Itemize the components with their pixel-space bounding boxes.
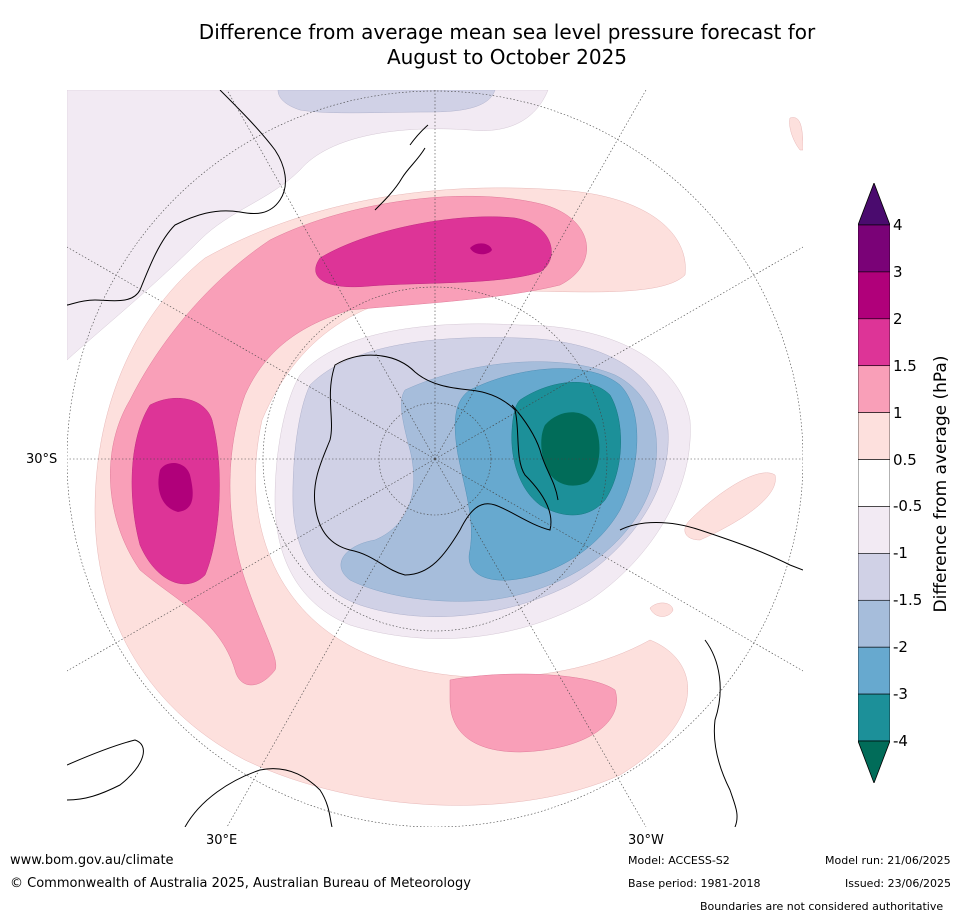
antarctic-peninsula	[511, 404, 559, 501]
lon-label-30e: 30°E	[206, 833, 238, 848]
anomaly-pos-2-pacific	[470, 243, 492, 255]
colorbar-bin	[858, 693, 890, 742]
colorbar-tick-label: 0.5	[893, 450, 917, 469]
colorbar-bin	[858, 271, 890, 320]
anomaly-neg-0.5-north	[67, 90, 549, 361]
graticule	[67, 90, 803, 827]
colorbar-tick-label: -2	[893, 638, 908, 657]
colorbar-tick-label: -0.5	[893, 497, 923, 516]
colorbar-extend-bottom	[858, 740, 890, 783]
antarctica-outline	[313, 354, 552, 576]
colorbar-bin	[858, 646, 890, 695]
colorbar-bin	[858, 412, 890, 460]
anomaly-pos-0.5-small	[649, 602, 674, 617]
colorbar-tick-label: -1.5	[893, 591, 923, 610]
copyright-text: © Commonwealth of Australia 2025, Austra…	[10, 876, 471, 891]
colorbar-tick-label: -3	[893, 685, 908, 704]
colorbar-bin	[858, 506, 890, 554]
title-line-1: Difference from average mean sea level p…	[198, 20, 816, 44]
colorbar-bin	[858, 318, 890, 367]
lat-label-30s: 30°S	[26, 452, 58, 467]
colorbar-bin	[858, 459, 890, 507]
website-link[interactable]: www.bom.gov.au/climate	[10, 853, 174, 868]
base-period: Base period: 1981-2018	[628, 877, 761, 890]
anomaly-neg-1-north	[277, 90, 496, 114]
africa-outline	[67, 739, 333, 827]
lon-label-30w: 30°W	[628, 833, 664, 848]
colorbar-tick-label: 2	[893, 309, 903, 328]
colorbar-bin	[858, 599, 890, 648]
title-line-2: August to October 2025	[386, 45, 628, 69]
polar-map	[67, 90, 803, 827]
colorbar-bin	[858, 365, 890, 413]
model-run-date: Model run: 21/06/2025	[825, 854, 951, 867]
boundaries-disclaimer: Boundaries are not considered authoritat…	[700, 900, 944, 913]
anomaly-pos-0.5-ne	[789, 117, 803, 151]
colorbar-bin	[858, 224, 890, 273]
colorbar-tick-label: 4	[893, 216, 903, 234]
colorbar-bin	[858, 553, 890, 601]
colorbar-extend-top	[858, 183, 890, 226]
anomaly-neg-4	[541, 412, 600, 486]
model-name: Model: ACCESS-S2	[628, 854, 730, 867]
anomaly-pos-1	[110, 195, 587, 686]
colorbar-tick-label: 3	[893, 262, 903, 281]
anomaly-pos-1.5-pacific	[315, 216, 552, 288]
anomaly-pos-1-south	[449, 673, 617, 753]
colorbar-tick-label: -4	[893, 732, 908, 750]
issued-date: Issued: 23/06/2025	[845, 877, 952, 890]
colorbar-tick-label: -1	[893, 544, 908, 563]
colorbar-tick-label: 1	[893, 403, 903, 422]
anomaly-pos-2-indian	[158, 463, 193, 512]
south-america-outline	[619, 522, 803, 827]
new-zealand-outline	[374, 124, 429, 211]
colorbar-tick-label: 1.5	[893, 356, 917, 375]
anomaly-pos-0.5-tasman	[684, 472, 776, 541]
colorbar	[858, 183, 890, 783]
chart-title: Difference from average mean sea level p…	[0, 20, 965, 70]
colorbar-title: Difference from average (hPa)	[931, 355, 951, 613]
